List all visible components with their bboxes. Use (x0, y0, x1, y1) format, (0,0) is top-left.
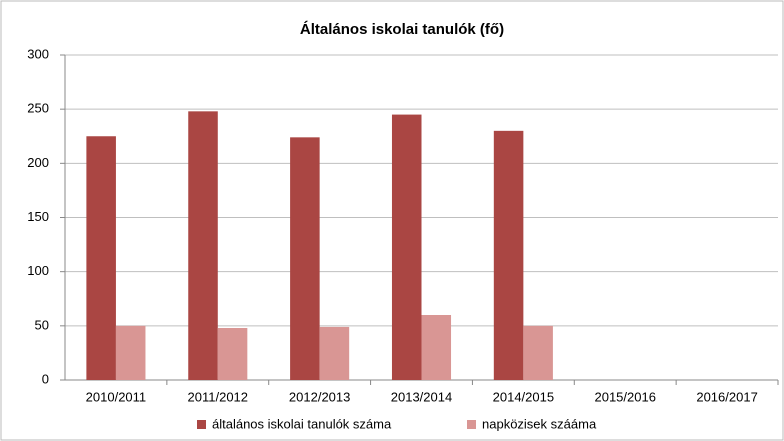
bar (188, 111, 218, 380)
chart-title: Általános iskolai tanulók (fő) (300, 21, 504, 38)
legend-swatch (197, 420, 206, 429)
bar (494, 131, 524, 380)
y-tick-label: 50 (35, 317, 49, 332)
legend-swatch (467, 420, 476, 429)
bar (523, 326, 553, 380)
y-tick-label: 150 (27, 209, 49, 224)
x-tick-label: 2012/2013 (289, 389, 350, 404)
bar (218, 328, 248, 380)
y-tick-label: 200 (27, 155, 49, 170)
x-tick-label: 2014/2015 (493, 389, 554, 404)
page: Általános iskolai tanulók (fő) 0 50 100 150… (0, 0, 784, 441)
bar (422, 315, 452, 380)
bar (86, 136, 116, 380)
y-tick-label: 100 (27, 263, 49, 278)
x-tick-label: 2011/2012 (188, 389, 249, 404)
x-tick-label: 2015/2016 (594, 389, 655, 404)
y-tick-label: 300 (27, 46, 49, 61)
x-tick-label: 2013/2014 (391, 389, 452, 404)
bar (320, 327, 350, 380)
x-tick-label: 2010/2011 (86, 389, 147, 404)
y-tick-label: 250 (27, 101, 49, 116)
bar (392, 115, 422, 380)
bar (290, 137, 320, 380)
y-tick-label: 0 (42, 371, 49, 386)
legend-label: napközisek szááma (482, 416, 597, 431)
chart: Általános iskolai tanulók (fő) 0 50 100 150… (0, 0, 784, 441)
x-tick-label: 2016/2017 (696, 389, 757, 404)
legend-label: általános iskolai tanulók száma (212, 416, 392, 431)
bar (116, 326, 146, 380)
